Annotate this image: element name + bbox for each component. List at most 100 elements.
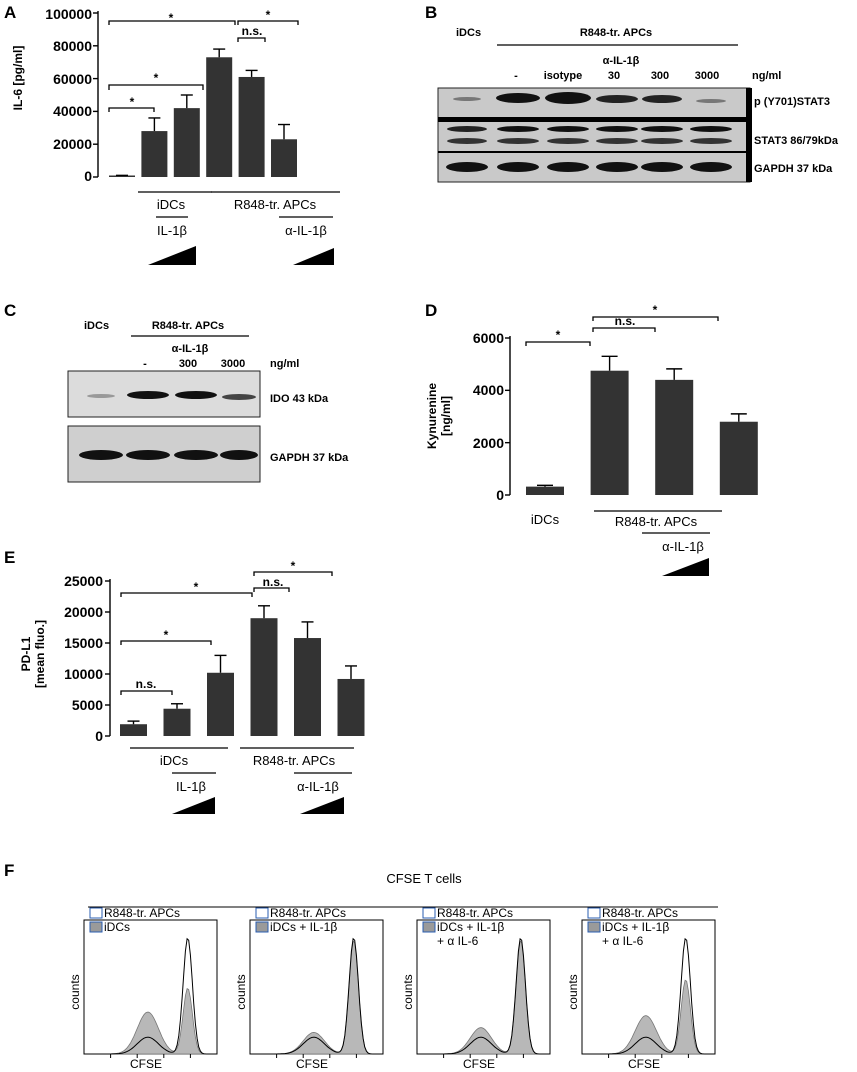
sig-bracket — [592, 316, 719, 321]
sig-label: * — [194, 580, 199, 594]
lane-label: 300 — [651, 70, 669, 82]
blot-header: iDCs — [84, 320, 109, 332]
histogram-ylabel: counts — [401, 974, 415, 1009]
sig-label: n.s. — [136, 677, 157, 691]
panel-e: E PD-L1 [mean fluo.] 0 5000 10000 15000 … — [4, 548, 365, 814]
legend-open: R848-tr. APCs — [270, 906, 346, 920]
panel-d-ylabel: [ng/ml] — [439, 396, 453, 436]
blot-header: R848-tr. APCs — [152, 320, 224, 332]
open-histogram — [582, 937, 715, 1055]
sig-label: * — [169, 11, 174, 25]
legend-swatch-open — [89, 907, 103, 919]
panel-e-label: E — [4, 548, 15, 567]
panel-a-ytick: 20000 — [53, 136, 92, 152]
lane-label: - — [514, 70, 518, 82]
legend-open: R848-tr. APCs — [602, 906, 678, 920]
panel-d-ytick: 2000 — [473, 435, 504, 451]
group-label: R848-tr. APCs — [615, 514, 698, 529]
lane-label: 300 — [179, 358, 197, 370]
filled-histogram — [582, 979, 715, 1055]
panel-a-bars — [93, 11, 297, 178]
sig-bracket — [253, 587, 290, 592]
panel-a-ytick: 40000 — [53, 103, 92, 119]
sig-bracket — [237, 37, 266, 42]
legend-open: R848-tr. APCs — [437, 906, 513, 920]
lane-label: 3000 — [695, 70, 719, 82]
lane-label: 3000 — [221, 358, 245, 370]
panel-d-label: D — [425, 301, 437, 320]
group-label: R848-tr. APCs — [253, 753, 336, 768]
panel-e-ytick: 15000 — [64, 635, 103, 651]
panel-e-bars — [105, 579, 365, 737]
dose-wedge — [172, 797, 215, 814]
panel-f-label: F — [4, 861, 14, 880]
open-histogram — [84, 937, 217, 1055]
panel-d-ytick: 4000 — [473, 382, 504, 398]
lane-label: 30 — [608, 70, 620, 82]
legend-swatch-filled — [587, 921, 601, 933]
sig-bracket — [253, 571, 333, 576]
sig-bracket — [108, 107, 155, 112]
group-sublabel: IL-1β — [157, 223, 187, 238]
blot-membrane — [67, 370, 261, 418]
legend-swatch-filled — [422, 921, 436, 933]
panel-f: F CFSE T cells R848-tr. APCsiDCscountsCF… — [4, 861, 718, 1071]
sig-label: * — [266, 8, 271, 22]
sig-label: * — [130, 95, 135, 109]
legend-filled: iDCs + IL-1β — [602, 920, 669, 934]
bar — [238, 76, 265, 177]
filled-histogram — [84, 987, 217, 1055]
panel-e-ytick: 20000 — [64, 604, 103, 620]
panel-a: A IL-6 [pg/ml] 0 20000 40000 60000 80000… — [4, 3, 340, 265]
bar — [163, 708, 191, 736]
group-sublabel: α-IL-1β — [297, 779, 339, 794]
legend-swatch-open — [422, 907, 436, 919]
panel-a-ytick: 80000 — [53, 38, 92, 54]
bar — [206, 57, 233, 177]
histogram-ylabel: counts — [68, 974, 82, 1009]
band-row-pstat3 — [453, 92, 726, 104]
bar — [526, 486, 564, 495]
unit-label: ng/ml — [752, 70, 781, 82]
sig-bracket — [237, 20, 299, 25]
row-label: IDO 43 kDa — [270, 393, 329, 405]
bar — [141, 131, 168, 177]
sig-bracket — [108, 20, 236, 25]
panel-c: C iDCs R848-tr. APCs α-IL-1β - 300 3000 … — [4, 301, 349, 483]
histogram-xlabel: CFSE — [628, 1057, 660, 1071]
legend-swatch-filled — [255, 921, 269, 933]
blot-header: iDCs — [456, 27, 481, 39]
bar — [109, 175, 135, 177]
row-label: GAPDH 37 kDa — [754, 163, 833, 175]
dose-wedge — [293, 248, 334, 265]
histogram-xlabel: CFSE — [296, 1057, 328, 1071]
panel-e-brackets — [120, 571, 333, 695]
row-label: STAT3 86/79kDa — [754, 135, 839, 147]
group-sublabel: IL-1β — [176, 779, 206, 794]
panel-e-ytick: 5000 — [72, 697, 103, 713]
sig-label: * — [291, 559, 296, 573]
antibody-label: α-IL-1β — [603, 55, 640, 67]
sig-bracket — [592, 327, 656, 332]
legend-swatch-open — [255, 907, 269, 919]
sig-label: n.s. — [615, 314, 636, 328]
sig-bracket — [120, 690, 173, 695]
antibody-label: α-IL-1β — [172, 343, 209, 355]
panel-b-label: B — [425, 3, 437, 22]
sig-bracket — [120, 640, 212, 645]
band-row-gapdh — [446, 162, 732, 172]
legend-swatch-filled — [89, 921, 103, 933]
row-label: p (Y701)STAT3 — [754, 96, 830, 108]
sig-bracket — [108, 84, 204, 90]
panel-f-title: CFSE T cells — [386, 871, 462, 886]
lane-label: isotype — [544, 70, 583, 82]
histogram-ylabel: counts — [234, 974, 248, 1009]
group-label: iDCs — [160, 753, 189, 768]
bar — [590, 370, 629, 495]
lane-label: - — [143, 358, 147, 370]
panel-e-ylabel: [mean fluo.] — [33, 620, 47, 688]
panel-d: D Kynurenine [ng/ml] 0 2000 4000 6000 * … — [425, 301, 758, 576]
